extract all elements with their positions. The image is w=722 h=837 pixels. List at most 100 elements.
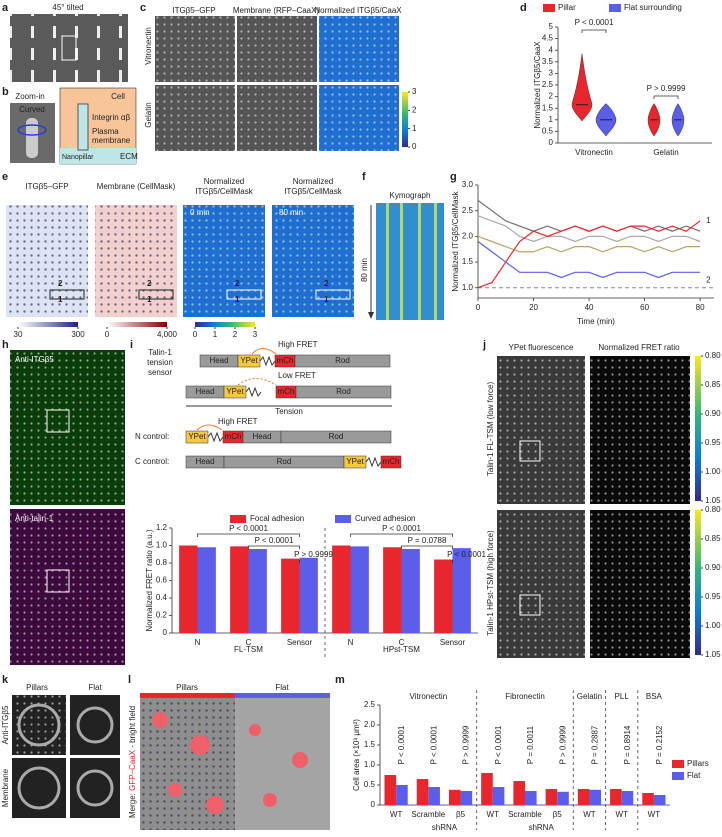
bar: [460, 791, 473, 805]
x-tick-label: Sensor: [440, 638, 466, 647]
colorbar-tick-label: 30: [14, 330, 23, 339]
bar: [621, 791, 634, 805]
domain-label: Head: [209, 356, 228, 365]
fret-arrow: [251, 348, 277, 355]
arrow-head: [368, 312, 374, 319]
roi-marker: 2: [147, 279, 152, 288]
bar: [577, 789, 590, 805]
colorbar-tick-label: 2: [412, 105, 417, 114]
group-label: HPst-TSM: [383, 645, 420, 654]
column-title: Normalized: [204, 177, 244, 186]
label: Integrin αβ: [92, 113, 131, 122]
cell: [263, 793, 277, 807]
label: Talin-1: [148, 348, 172, 357]
group-label: Fibronectin: [505, 692, 545, 701]
row-label: Vitronectin: [144, 27, 153, 65]
x-tick-label: WT: [583, 810, 596, 819]
y-tick-label: 3: [549, 69, 554, 78]
domain-label: mCh: [278, 387, 295, 396]
panel-letter: f: [362, 171, 366, 183]
group-label: Vitronectin: [410, 692, 448, 701]
y-tick-label: 2: [549, 92, 554, 101]
column-title: Flat: [275, 683, 289, 692]
x-tick-label: 20: [529, 303, 538, 312]
kymo-track: [434, 203, 437, 320]
domain-label: Rod: [329, 432, 344, 441]
column-title: Normalized ITGβ5/CaaX: [314, 6, 402, 15]
pillar: [26, 118, 38, 158]
y-tick-label: 1.0: [156, 541, 168, 550]
ring: [17, 124, 47, 136]
y-tick-label: 2.0: [364, 720, 376, 729]
roi-box: [315, 289, 351, 300]
colorbar-tick-label: 0.85: [705, 534, 721, 543]
panel-label: 45° tilted: [52, 3, 83, 12]
column-title: Flat: [88, 683, 102, 692]
y-tick-label: 0: [371, 800, 376, 809]
column-title: Membrane (CellMask): [97, 182, 176, 191]
series-label: 2: [706, 275, 711, 284]
violin: [571, 53, 593, 122]
micrograph-texture: [10, 14, 128, 82]
micrograph-texture: [10, 350, 125, 505]
domain-label: mCh: [225, 432, 242, 441]
label: ECM: [120, 152, 138, 161]
colorbar-tick-label: 2: [233, 330, 238, 339]
column-title: Pillars: [176, 683, 198, 692]
colorbar-tick-label: 3: [412, 87, 417, 96]
linker: [245, 386, 262, 398]
colorbar: [695, 356, 701, 501]
label: Cell: [111, 92, 125, 101]
group-label: PLL: [615, 692, 630, 701]
column-title: ITGβ5/CellMask: [195, 187, 254, 196]
panel-letter: e: [2, 171, 8, 183]
group-sublabel: shRNA: [432, 823, 458, 832]
domain-label: YPet: [346, 457, 364, 466]
x-tick-label: WT: [390, 810, 403, 819]
y-axis-label: Normalized FRET ratio (a.u.): [145, 529, 154, 631]
colorbar-tick-label: 3: [253, 330, 258, 339]
y-tick-label: 2.5: [462, 206, 474, 215]
bar: [230, 546, 249, 633]
annotation: P > 0.9999: [462, 725, 471, 764]
line-series: [477, 241, 701, 279]
row-label: Gelatin: [144, 102, 153, 127]
bar: [299, 557, 318, 633]
colorbar-tick-label: 1.00: [705, 621, 721, 630]
colorbar-tick-label: 0.80: [705, 351, 721, 360]
x-tick-label: N: [195, 638, 201, 647]
ecm: [60, 148, 136, 164]
colorbar-tick-label: 300: [71, 330, 85, 339]
panel-letter: k: [2, 674, 9, 686]
row-label: Membrane: [1, 768, 10, 807]
x-tick-label: Vitronectin: [575, 148, 613, 157]
panel-letter: l: [128, 674, 131, 686]
colorbar-tick-label: 0.90: [705, 409, 721, 418]
linker: [259, 355, 276, 367]
x-tick-label: WT: [648, 810, 661, 819]
cell: [168, 783, 182, 797]
roi-marker: 2: [324, 279, 329, 288]
y-tick-label: 2.5: [542, 80, 554, 89]
roi-marker: 2: [58, 279, 63, 288]
bar: [557, 791, 569, 805]
domain-label: Rod: [336, 387, 351, 396]
bar: [416, 779, 429, 805]
y-axis-label: Normalized ITGβ5/CellMask: [451, 190, 460, 291]
bar: [545, 789, 558, 805]
y-tick-label: 1.5: [542, 103, 554, 112]
line-series: [477, 215, 701, 243]
colorbar-tick-label: 4,000: [157, 330, 178, 339]
highlight-box: [61, 35, 77, 61]
fret-arrow: [237, 378, 277, 386]
colorbar-tick-label: 1.00: [705, 467, 721, 476]
domain-label: YPet: [226, 387, 244, 396]
colorbar: [107, 322, 167, 327]
y-axis-label: Normalized ITGβ5/CaaX: [533, 41, 542, 129]
micrograph-texture: [95, 205, 177, 317]
y-tick-label: 0.2: [156, 611, 168, 620]
panel-letter: a: [2, 2, 9, 14]
y-tick-label: 4.5: [542, 34, 554, 43]
linker: [365, 456, 382, 468]
bracket: [350, 533, 453, 537]
